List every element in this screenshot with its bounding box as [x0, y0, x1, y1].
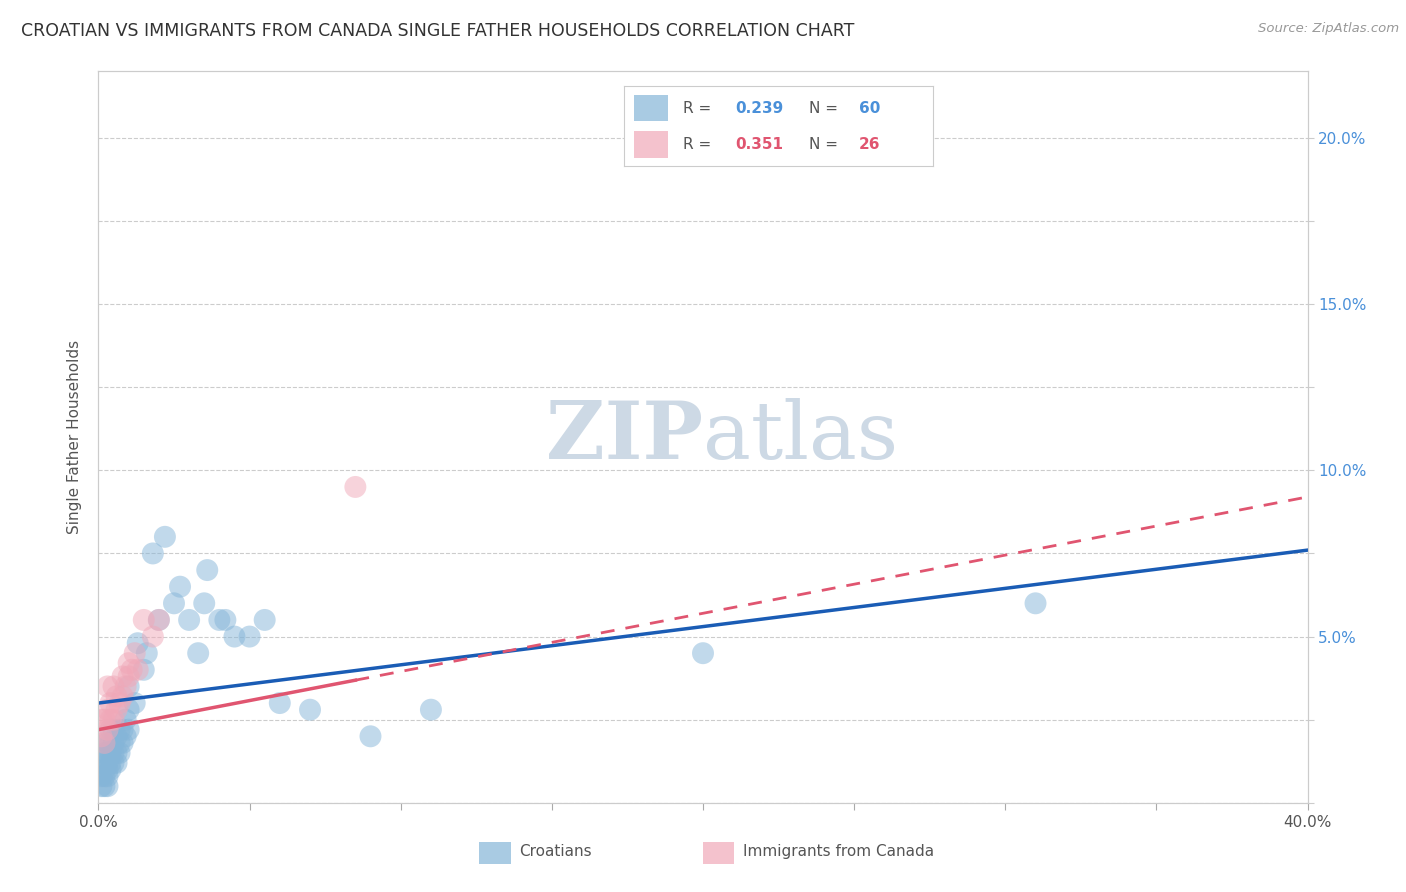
Point: [142, 546, 165, 560]
Point: [118, 656, 141, 670]
Text: Croatians: Croatians: [519, 844, 592, 859]
Point: [93, 779, 115, 793]
Point: [148, 613, 170, 627]
Point: [105, 703, 128, 717]
Point: [108, 723, 131, 737]
Point: [100, 696, 122, 710]
Point: [96, 703, 118, 717]
Point: [105, 746, 128, 760]
Point: [142, 630, 165, 644]
Point: [360, 729, 382, 743]
Point: [96, 779, 118, 793]
Point: [299, 703, 322, 717]
Point: [96, 763, 118, 777]
Point: [93, 736, 115, 750]
Point: [93, 746, 115, 760]
Point: [93, 763, 115, 777]
Point: [111, 690, 134, 704]
Point: [103, 736, 125, 750]
Point: [103, 746, 125, 760]
Point: [124, 696, 146, 710]
Point: [100, 713, 122, 727]
Point: [96, 723, 118, 737]
Point: [111, 736, 134, 750]
Point: [108, 696, 131, 710]
Point: [105, 756, 128, 770]
Point: [108, 746, 131, 760]
Point: [127, 663, 149, 677]
Bar: [703, 841, 734, 863]
Point: [253, 613, 276, 627]
Point: [118, 680, 141, 694]
Point: [692, 646, 714, 660]
Point: [124, 646, 146, 660]
Point: [100, 763, 122, 777]
Point: [103, 713, 125, 727]
Point: [344, 480, 367, 494]
Point: [114, 680, 136, 694]
Point: [114, 729, 136, 743]
Point: [148, 613, 170, 627]
Point: [420, 703, 443, 717]
Point: [169, 580, 191, 594]
Point: [132, 663, 155, 677]
Text: ZIP: ZIP: [546, 398, 703, 476]
Point: [214, 613, 236, 627]
Point: [93, 769, 115, 783]
Point: [193, 596, 215, 610]
Point: [118, 669, 141, 683]
Point: [187, 646, 209, 660]
Point: [108, 736, 131, 750]
Point: [103, 756, 125, 770]
Point: [103, 680, 125, 694]
Bar: [479, 841, 510, 863]
Point: [114, 713, 136, 727]
Point: [100, 736, 122, 750]
Point: [90, 769, 112, 783]
Text: Source: ZipAtlas.com: Source: ZipAtlas.com: [1258, 22, 1399, 36]
Point: [239, 630, 262, 644]
Point: [1024, 596, 1046, 610]
Point: [127, 636, 149, 650]
Point: [111, 669, 134, 683]
Point: [105, 690, 128, 704]
Point: [100, 746, 122, 760]
Point: [224, 630, 246, 644]
Point: [96, 746, 118, 760]
Point: [103, 723, 125, 737]
Point: [179, 613, 201, 627]
Point: [90, 729, 112, 743]
Point: [93, 736, 115, 750]
Point: [132, 613, 155, 627]
Y-axis label: Single Father Households: Single Father Households: [67, 340, 83, 534]
Point: [105, 729, 128, 743]
Point: [163, 596, 186, 610]
Point: [111, 723, 134, 737]
Point: [195, 563, 218, 577]
Point: [153, 530, 176, 544]
Point: [269, 696, 291, 710]
Text: atlas: atlas: [703, 398, 898, 476]
Point: [90, 713, 112, 727]
Point: [90, 756, 112, 770]
Point: [118, 723, 141, 737]
Point: [100, 723, 122, 737]
Point: [100, 756, 122, 770]
Point: [96, 736, 118, 750]
Text: Immigrants from Canada: Immigrants from Canada: [742, 844, 934, 859]
Point: [121, 663, 143, 677]
Point: [96, 756, 118, 770]
Text: CROATIAN VS IMMIGRANTS FROM CANADA SINGLE FATHER HOUSEHOLDS CORRELATION CHART: CROATIAN VS IMMIGRANTS FROM CANADA SINGL…: [21, 22, 855, 40]
Point: [96, 769, 118, 783]
Point: [208, 613, 231, 627]
Point: [118, 703, 141, 717]
Point: [90, 779, 112, 793]
Point: [96, 680, 118, 694]
Point: [93, 713, 115, 727]
Point: [135, 646, 157, 660]
